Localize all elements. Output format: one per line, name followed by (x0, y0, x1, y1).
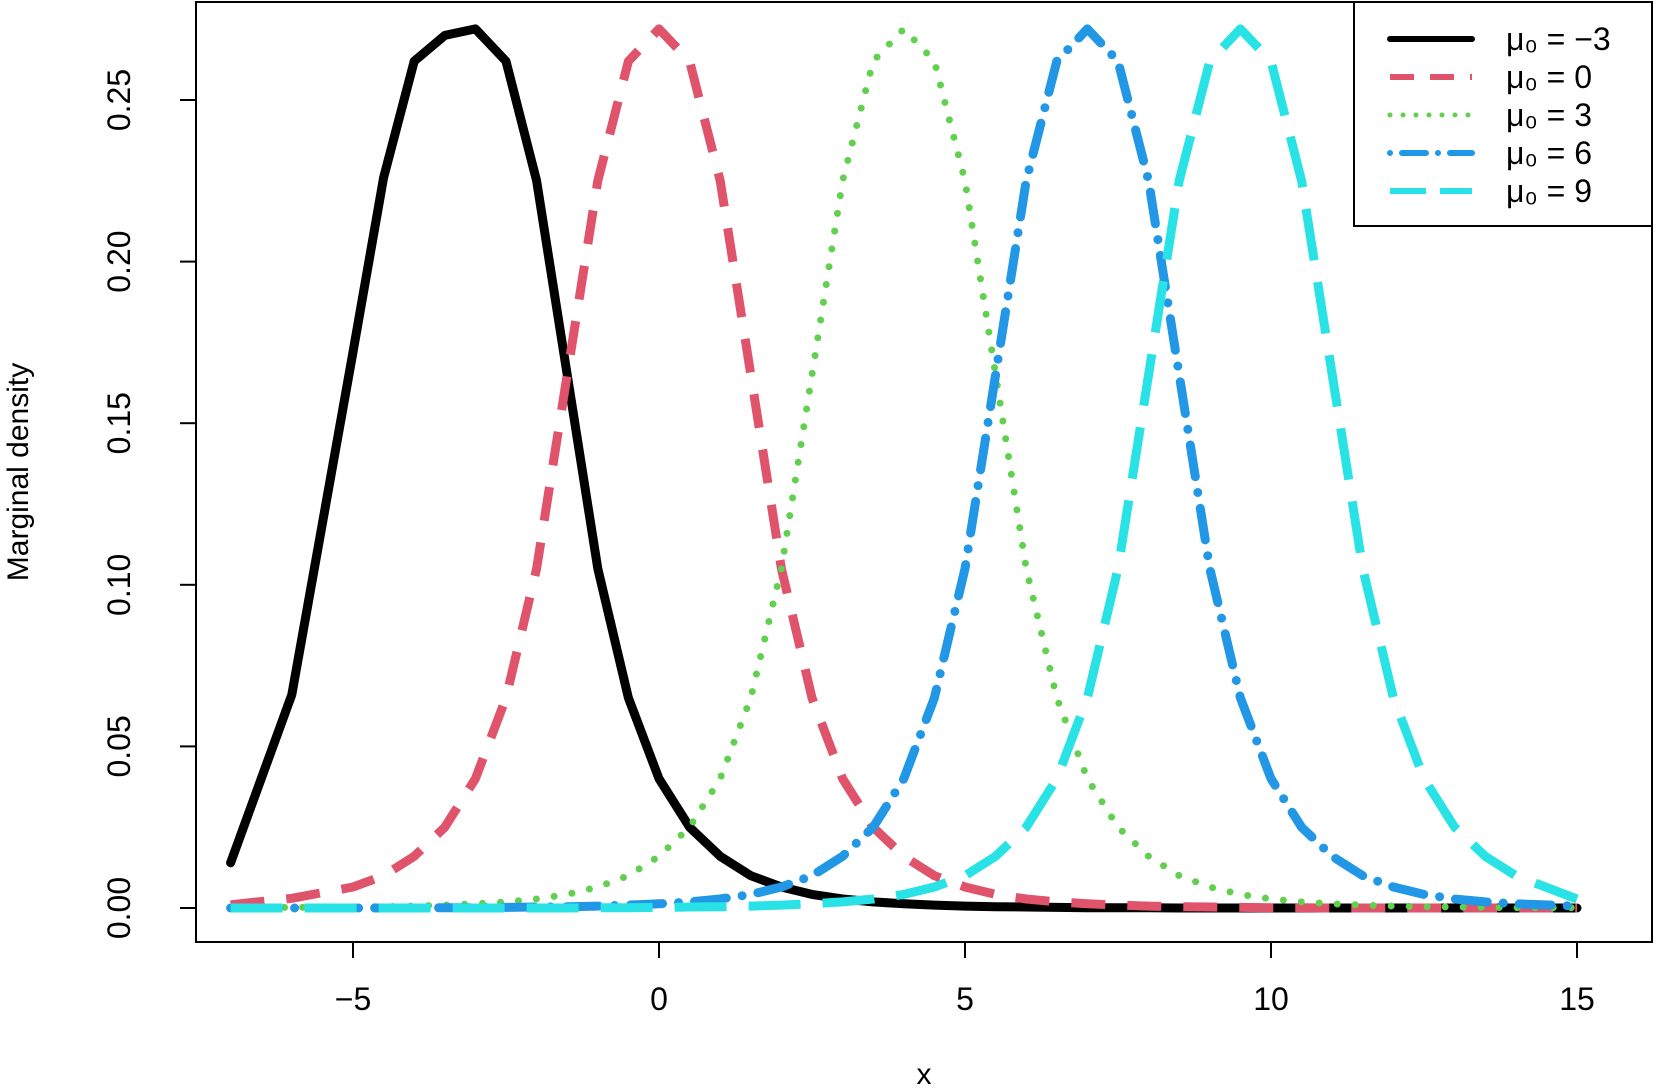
series-line-2 (227, 25, 1581, 912)
series-line-1 (230, 24, 1577, 913)
y-axis: 0.00 0.05 0.10 0.15 0.20 0.25 (101, 69, 197, 939)
y-tick-label: 0.25 (101, 69, 137, 131)
y-tick-label: 0.20 (101, 230, 137, 292)
x-tick-label: 10 (1253, 981, 1289, 1017)
y-tick-label: 0.05 (101, 715, 137, 777)
y-tick-label: 0.15 (101, 392, 137, 454)
x-tick-label: 5 (956, 981, 974, 1017)
series-line-0 (226, 24, 1582, 913)
legend-label: μ₀ = 6 (1506, 135, 1592, 171)
y-axis-label: Marginal density (2, 363, 35, 581)
legend: μ₀ = −3μ₀ = 0μ₀ = 3μ₀ = 6μ₀ = 9 (1353, 1, 1653, 227)
x-tick-label: 0 (650, 981, 668, 1017)
y-tick-label: 0.00 (101, 877, 137, 939)
x-axis-label: x (917, 1058, 932, 1086)
x-tick-label: 15 (1559, 981, 1595, 1017)
legend-label: μ₀ = 3 (1506, 97, 1592, 133)
series-line-4 (230, 24, 1579, 913)
legend-label: μ₀ = 9 (1506, 173, 1592, 209)
y-tick-label: 0.10 (101, 554, 137, 616)
series-layer (226, 24, 1582, 913)
legend-label: μ₀ = −3 (1506, 21, 1611, 57)
x-axis: −5 0 5 10 15 (335, 941, 1595, 1017)
legend-label: μ₀ = 0 (1506, 59, 1592, 95)
x-tick-label: −5 (335, 981, 371, 1017)
